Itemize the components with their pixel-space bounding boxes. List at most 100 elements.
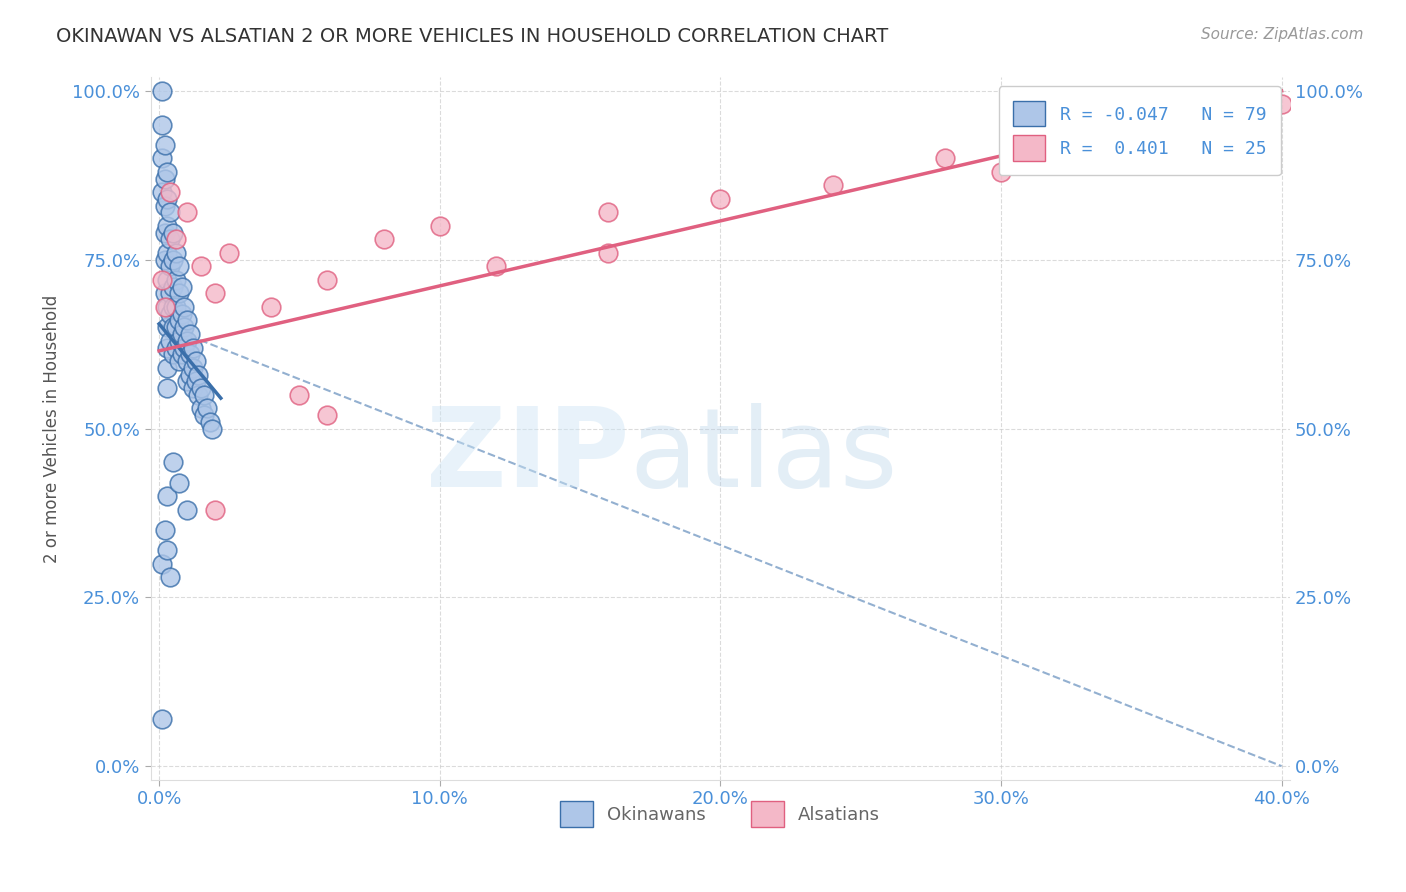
- Point: [184, 354, 207, 368]
- Point: [156, 273, 179, 287]
- Point: [990, 165, 1012, 179]
- Point: [153, 523, 176, 537]
- Point: [181, 381, 204, 395]
- Point: [167, 313, 190, 327]
- Point: [181, 341, 204, 355]
- Point: [709, 192, 731, 206]
- Point: [150, 712, 173, 726]
- Point: [162, 455, 184, 469]
- Point: [167, 475, 190, 490]
- Point: [190, 260, 212, 274]
- Point: [162, 347, 184, 361]
- Point: [153, 199, 176, 213]
- Point: [167, 286, 190, 301]
- Point: [201, 421, 224, 435]
- Point: [162, 320, 184, 334]
- Point: [159, 570, 181, 584]
- Point: [170, 347, 193, 361]
- Text: ZIP: ZIP: [426, 403, 628, 510]
- Point: [153, 226, 176, 240]
- Point: [316, 408, 339, 422]
- Point: [165, 320, 187, 334]
- Point: [153, 138, 176, 153]
- Point: [596, 246, 619, 260]
- Text: atlas: atlas: [628, 403, 897, 510]
- Point: [204, 502, 226, 516]
- Point: [429, 219, 451, 233]
- Point: [179, 347, 201, 361]
- Point: [156, 219, 179, 233]
- Point: [159, 185, 181, 199]
- Point: [153, 286, 176, 301]
- Point: [162, 300, 184, 314]
- Point: [179, 368, 201, 382]
- Point: [181, 360, 204, 375]
- Point: [173, 341, 195, 355]
- Point: [316, 273, 339, 287]
- Point: [150, 118, 173, 132]
- Point: [1271, 97, 1294, 112]
- Point: [156, 381, 179, 395]
- Point: [204, 286, 226, 301]
- Point: [179, 326, 201, 341]
- Point: [162, 279, 184, 293]
- Point: [218, 246, 240, 260]
- Point: [170, 279, 193, 293]
- Point: [162, 226, 184, 240]
- Point: [156, 489, 179, 503]
- Point: [162, 252, 184, 267]
- Point: [156, 360, 179, 375]
- Point: [1130, 138, 1153, 153]
- Point: [150, 152, 173, 166]
- Point: [165, 341, 187, 355]
- Point: [187, 368, 209, 382]
- Point: [156, 165, 179, 179]
- Point: [159, 232, 181, 246]
- Point: [167, 260, 190, 274]
- Point: [156, 341, 179, 355]
- Point: [260, 300, 283, 314]
- Point: [193, 408, 215, 422]
- Point: [176, 374, 198, 388]
- Point: [173, 320, 195, 334]
- Point: [153, 252, 176, 267]
- Point: [156, 246, 179, 260]
- Y-axis label: 2 or more Vehicles in Household: 2 or more Vehicles in Household: [44, 294, 60, 563]
- Point: [153, 171, 176, 186]
- Point: [170, 307, 193, 321]
- Point: [1215, 118, 1237, 132]
- Text: Source: ZipAtlas.com: Source: ZipAtlas.com: [1201, 27, 1364, 42]
- Point: [156, 320, 179, 334]
- Point: [934, 152, 956, 166]
- Point: [156, 543, 179, 558]
- Point: [150, 557, 173, 571]
- Point: [150, 84, 173, 98]
- Point: [173, 300, 195, 314]
- Point: [190, 381, 212, 395]
- Point: [159, 205, 181, 219]
- Point: [159, 286, 181, 301]
- Point: [176, 205, 198, 219]
- Point: [170, 326, 193, 341]
- Point: [195, 401, 218, 416]
- Point: [165, 300, 187, 314]
- Point: [159, 334, 181, 348]
- Point: [165, 273, 187, 287]
- Point: [176, 502, 198, 516]
- Point: [596, 205, 619, 219]
- Point: [156, 300, 179, 314]
- Point: [159, 260, 181, 274]
- Point: [176, 313, 198, 327]
- Point: [159, 307, 181, 321]
- Legend: Okinawans, Alsatians: Okinawans, Alsatians: [553, 794, 887, 834]
- Point: [821, 178, 844, 193]
- Text: OKINAWAN VS ALSATIAN 2 OR MORE VEHICLES IN HOUSEHOLD CORRELATION CHART: OKINAWAN VS ALSATIAN 2 OR MORE VEHICLES …: [56, 27, 889, 45]
- Point: [156, 192, 179, 206]
- Point: [167, 334, 190, 348]
- Point: [198, 415, 221, 429]
- Point: [288, 388, 311, 402]
- Point: [165, 232, 187, 246]
- Point: [373, 232, 395, 246]
- Point: [190, 401, 212, 416]
- Point: [176, 334, 198, 348]
